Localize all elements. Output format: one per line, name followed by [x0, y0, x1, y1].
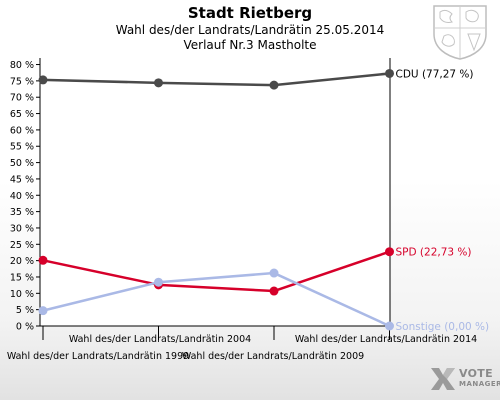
data-point-cdu: [154, 78, 163, 88]
y-tick-label: 55 %: [10, 142, 34, 153]
x-tick-label: Wahl des/der Landrats/Landrätin 2004: [69, 334, 251, 345]
y-tick-label: 60 %: [10, 125, 34, 136]
y-tick-label: 20 %: [10, 256, 34, 267]
x-tick-label: Wahl des/der Landrats/Landrätin 2014: [295, 334, 477, 345]
series-line-spd: [42, 250, 390, 293]
data-point-spd: [38, 255, 48, 265]
logo-line2: MANAGER: [459, 380, 500, 388]
chart-subtitle-2: Verlauf Nr.3 Mastholte: [183, 38, 317, 52]
y-tick-label: 30 %: [10, 223, 34, 234]
x-tick-label: Wahl des/der Landrats/Landrätin 2009: [182, 351, 364, 362]
y-tick-label: 10 %: [10, 289, 34, 300]
y-tick-label: 65 %: [10, 109, 34, 120]
data-point-sonstige: [154, 277, 163, 287]
y-tick-label: 80 %: [10, 60, 34, 71]
data-point-sonstige: [385, 321, 394, 331]
vote-manager-logo-icon: [431, 368, 455, 390]
data-point-spd: [385, 247, 394, 257]
coat-of-arms-icon: [433, 5, 487, 60]
chart-axes: [39, 58, 391, 327]
chart-series: CDU (77,27 %) SPD (22,73 %) Sonstige (0,00…: [38, 68, 490, 333]
data-point-sonstige: [38, 306, 48, 316]
logo-line1: VOTE: [459, 367, 493, 380]
chart-subtitle: Wahl des/der Landrats/Landrätin 25.05.20…: [115, 23, 385, 37]
series-label-spd: SPD (22,73 %): [396, 247, 472, 259]
y-tick-label: 40 %: [10, 191, 34, 202]
data-point-cdu: [385, 68, 394, 78]
y-tick-label: 50 %: [10, 158, 34, 169]
plot-area: [40, 58, 390, 326]
y-tick-label: 45 %: [10, 174, 34, 185]
y-tick-label: 0 %: [16, 322, 34, 333]
series-label-sonstige: Sonstige (0,00 %): [396, 321, 490, 333]
x-tick-label: Wahl des/der Landrats/Landrätin 1999: [7, 351, 189, 362]
data-point-cdu: [38, 75, 48, 85]
series-label-cdu: CDU (77,27 %): [396, 68, 474, 80]
series-line-sonstige: [42, 271, 391, 328]
data-point-sonstige: [269, 268, 279, 278]
series-line-cdu: [42, 72, 390, 87]
y-tick-label: 15 %: [10, 272, 34, 283]
y-tick-label: 70 %: [10, 93, 34, 104]
y-tick-label: 35 %: [10, 207, 34, 218]
chart-title: Stadt Rietberg: [187, 4, 313, 22]
data-point-cdu: [269, 80, 279, 90]
y-tick-label: 5 %: [16, 305, 34, 316]
y-axis-ticks: 0 % 5 % 10 % 15 % 20 % 25 % 30 % 35 % 40 % 45 % 50…: [10, 60, 40, 333]
data-point-spd: [269, 286, 279, 296]
y-tick-label: 75 %: [10, 76, 34, 87]
vote-manager-logo-text: VOTE MANAGER: [459, 368, 500, 390]
y-tick-label: 25 %: [10, 240, 34, 251]
